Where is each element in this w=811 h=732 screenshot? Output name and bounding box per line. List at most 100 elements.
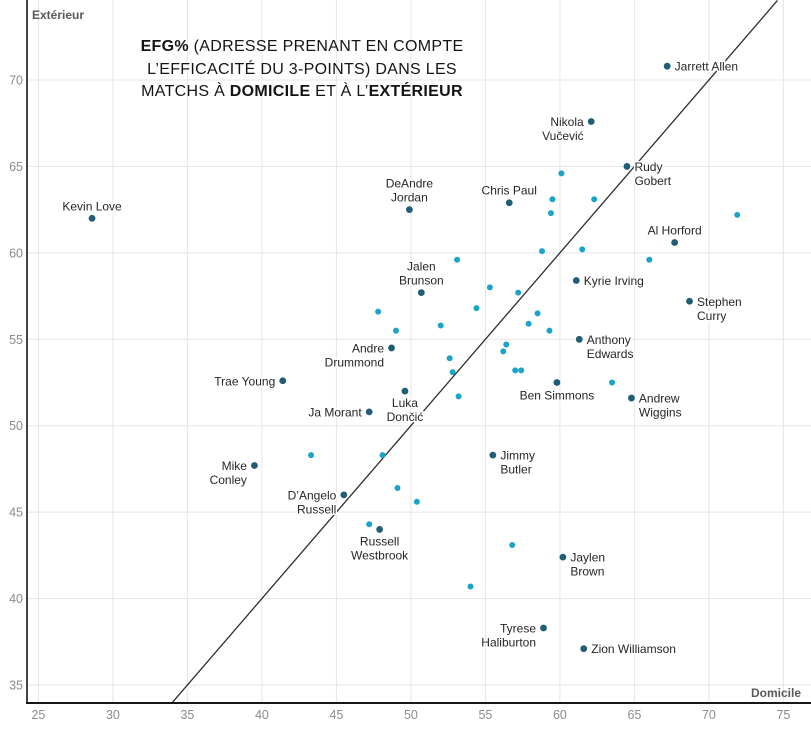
player-label-andrew-wiggins: Andrew: [639, 392, 680, 406]
data-point[interactable]: [591, 196, 598, 203]
data-point[interactable]: [437, 322, 444, 329]
data-point-jaylen-brown[interactable]: [559, 553, 567, 561]
player-label-kyrie-irving: Kyrie Irving: [584, 274, 644, 288]
data-point[interactable]: [413, 498, 420, 505]
player-label-luka-doncic: Luka: [392, 396, 418, 410]
player-label-jarrett-allen: Jarrett Allen: [675, 60, 738, 74]
data-point[interactable]: [449, 369, 456, 376]
player-label-luka-doncic: Dončić: [387, 410, 424, 424]
data-point[interactable]: [393, 327, 399, 334]
chart-title-line: EFG% (ADRESSE PRENANT EN COMPTE: [140, 38, 464, 55]
data-point[interactable]: [454, 256, 461, 263]
data-point[interactable]: [394, 484, 401, 491]
player-label-mike-conley: Mike: [222, 459, 248, 473]
data-point[interactable]: [609, 379, 616, 386]
x-tick-label: 75: [776, 708, 790, 722]
data-point[interactable]: [512, 367, 519, 374]
x-tick-label: 70: [702, 708, 716, 722]
player-label-stephen-curry: Curry: [697, 309, 726, 323]
chart-title-line: MATCHS À DOMICILE ET À L’EXTÉRIEUR: [141, 83, 463, 100]
data-point[interactable]: [515, 289, 522, 296]
player-label-d-angelo-russell: D’Angelo: [288, 488, 337, 502]
data-point-kevin-love[interactable]: [88, 214, 96, 222]
data-point[interactable]: [539, 248, 546, 255]
x-tick-label: 65: [627, 708, 641, 722]
data-point[interactable]: [547, 210, 554, 217]
x-tick-label: 50: [404, 708, 418, 722]
player-label-andre-drummond: Drummond: [325, 355, 384, 369]
data-point-al-horford[interactable]: [671, 239, 679, 246]
data-point[interactable]: [734, 211, 741, 218]
data-point[interactable]: [579, 246, 586, 253]
data-point[interactable]: [467, 583, 474, 590]
data-point-zion-williamson[interactable]: [580, 645, 588, 653]
data-point[interactable]: [379, 452, 386, 459]
data-point-jimmy-butler[interactable]: [489, 451, 497, 459]
data-point-ben-simmons[interactable]: [553, 379, 561, 386]
x-tick-label: 35: [180, 708, 194, 722]
x-axis-title: Domicile: [750, 686, 801, 700]
player-label-trae-young: Trae Young: [214, 374, 275, 388]
data-point[interactable]: [366, 521, 373, 528]
x-tick-label: 40: [255, 708, 269, 722]
data-point[interactable]: [486, 284, 493, 291]
data-point-stephen-curry[interactable]: [686, 297, 693, 305]
data-point-andrew-wiggins[interactable]: [628, 394, 635, 402]
data-point-mike-conley[interactable]: [251, 462, 258, 469]
data-point-trae-young[interactable]: [279, 377, 287, 385]
data-point-chris-paul[interactable]: [505, 199, 513, 207]
y-tick-label: 60: [9, 246, 23, 260]
player-label-deandre-jordan: Jordan: [391, 191, 428, 205]
y-axis-title: Extérieur: [32, 8, 85, 22]
y-tick-label: 55: [9, 333, 23, 347]
data-point[interactable]: [525, 320, 532, 327]
identity-line: [172, 0, 778, 703]
data-point-jarrett-allen[interactable]: [663, 62, 671, 70]
data-point[interactable]: [546, 327, 553, 334]
player-label-russell-westbrook: Westbrook: [351, 548, 409, 562]
player-label-ja-morant: Ja Morant: [308, 405, 362, 419]
data-point[interactable]: [503, 341, 510, 348]
data-point-rudy-gobert[interactable]: [623, 163, 631, 170]
data-point-russell-westbrook[interactable]: [376, 526, 384, 533]
player-label-jimmy-butler: Jimmy: [500, 449, 535, 463]
data-point[interactable]: [518, 367, 525, 374]
data-point[interactable]: [375, 308, 382, 315]
player-label-anthony-edwards: Edwards: [587, 347, 634, 361]
data-point-deandre-jordan[interactable]: [406, 206, 413, 214]
player-label-deandre-jordan: DeAndre: [386, 177, 434, 191]
x-tick-label: 25: [31, 708, 45, 722]
data-point-nikola-vucevic[interactable]: [587, 118, 595, 125]
data-point[interactable]: [473, 305, 480, 312]
player-label-al-horford: Al Horford: [648, 223, 702, 237]
y-tick-label: 70: [9, 74, 23, 88]
data-point-jalen-brunson[interactable]: [417, 289, 425, 297]
data-point-kyrie-irving[interactable]: [572, 277, 580, 284]
y-tick-label: 35: [9, 679, 23, 693]
data-point[interactable]: [534, 310, 541, 317]
player-label-chris-paul: Chris Paul: [482, 184, 537, 198]
data-point[interactable]: [646, 256, 653, 263]
y-tick-label: 40: [9, 592, 23, 606]
data-point-anthony-edwards[interactable]: [575, 335, 583, 343]
data-point[interactable]: [500, 348, 507, 355]
data-point-luka-doncic[interactable]: [401, 387, 409, 395]
player-label-andrew-wiggins: Wiggins: [639, 406, 682, 420]
data-point[interactable]: [455, 393, 462, 400]
y-tick-label: 65: [9, 160, 23, 174]
data-point[interactable]: [549, 196, 556, 203]
player-label-jimmy-butler: Butler: [500, 463, 531, 477]
data-point-d-angelo-russell[interactable]: [340, 491, 348, 499]
data-point[interactable]: [558, 170, 565, 177]
player-label-jalen-brunson: Brunson: [399, 274, 444, 288]
data-point[interactable]: [446, 355, 453, 362]
player-label-nikola-vucevic: Vučević: [542, 129, 584, 143]
data-point[interactable]: [509, 541, 516, 548]
data-point-andre-drummond[interactable]: [388, 344, 395, 352]
data-point-tyrese-haliburton[interactable]: [540, 624, 547, 632]
player-label-russell-westbrook: Russell: [360, 534, 399, 548]
y-tick-label: 50: [9, 419, 23, 433]
data-point-ja-morant[interactable]: [365, 408, 373, 416]
data-point[interactable]: [308, 452, 315, 459]
